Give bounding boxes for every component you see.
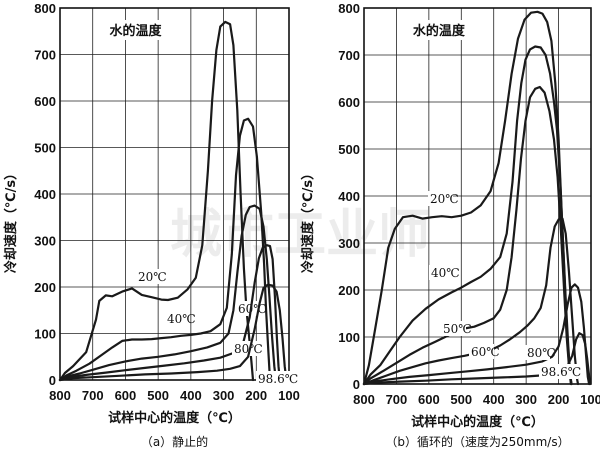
x-tick-label: 200 <box>548 392 570 407</box>
y-tick-label: 300 <box>338 236 360 251</box>
series-line <box>58 20 255 382</box>
x-tick-label: 300 <box>213 388 235 403</box>
watermark: 城市工业师 <box>170 205 430 265</box>
y-tick-label: 500 <box>338 142 360 157</box>
plot-frame <box>59 7 290 381</box>
series-label: 80℃ <box>234 342 263 356</box>
series-label: 50℃ <box>443 322 472 336</box>
y-axis-label: 冷却速度（℃/s） <box>300 167 316 273</box>
title-bg <box>103 20 168 40</box>
x-tick-label: 300 <box>515 392 537 407</box>
series-label: 98.6℃ <box>258 372 298 386</box>
y-tick-label: 600 <box>338 95 360 110</box>
series-line <box>362 217 580 386</box>
series-label-bg <box>136 269 161 284</box>
x-tick-label: 100 <box>278 388 300 403</box>
series-line <box>362 10 573 386</box>
x-tick-label: 600 <box>115 388 137 403</box>
series-label-bg <box>429 265 454 280</box>
x-tick-label: 800 <box>353 392 375 407</box>
chart-title: 水的温度 <box>413 23 466 39</box>
panel-caption: （b）循环的（速度为250mm/s） <box>385 434 569 449</box>
y-tick-label: 500 <box>34 141 56 156</box>
x-axis-label: 试样中心的温度（℃） <box>411 414 544 430</box>
series-label: 20℃ <box>138 270 167 284</box>
series-label-bg <box>539 364 578 379</box>
y-tick-label: 800 <box>338 1 360 16</box>
x-tick-label: 100 <box>580 392 600 407</box>
y-tick-label: 0 <box>353 377 360 392</box>
series-line <box>362 85 572 386</box>
series-label: 40℃ <box>431 266 460 280</box>
series-line <box>58 204 277 382</box>
series-label: 20℃ <box>430 192 459 206</box>
x-tick-label: 600 <box>418 392 440 407</box>
y-tick-label: 700 <box>338 48 360 63</box>
series-label: 40℃ <box>167 312 196 326</box>
y-tick-label: 700 <box>34 48 56 63</box>
x-tick-label: 200 <box>245 388 267 403</box>
series-label: 60℃ <box>471 345 500 359</box>
chart-panel-left: 800 700 600 500 400 300 200 100 0 100 200 300 400 500… <box>3 1 300 449</box>
series-line <box>362 283 591 386</box>
x-axis-label: 试样中心的温度（℃） <box>108 410 241 426</box>
y-tick-label: 600 <box>34 94 56 109</box>
series-label-bg <box>256 371 295 386</box>
series-label-bg <box>236 301 261 316</box>
series-line <box>362 45 573 386</box>
y-tick-label: 800 <box>34 1 56 16</box>
series-line <box>58 283 288 382</box>
series-label: 98.6℃ <box>541 365 581 379</box>
x-tick-label: 500 <box>147 388 169 403</box>
x-tick-label: 700 <box>82 388 104 403</box>
series-line <box>58 117 272 382</box>
chart-title: 水的温度 <box>110 23 163 39</box>
chart-panel-right: 800 700 600 500 400 300 200 100 0 100 200 300 400 500… <box>300 1 600 449</box>
series-label-bg <box>441 321 466 336</box>
y-tick-label: 400 <box>34 187 56 202</box>
y-tick-label: 100 <box>34 327 56 342</box>
y-tick-label: 200 <box>338 283 360 298</box>
y-axis-label: 冷却速度（℃/s） <box>3 167 19 273</box>
series-label-bg <box>469 344 494 359</box>
y-tick-label: 0 <box>49 373 56 388</box>
title-bg <box>406 20 471 40</box>
x-tick-label: 700 <box>386 392 408 407</box>
x-tick-label: 400 <box>483 392 505 407</box>
series-label-bg <box>525 345 550 360</box>
x-tick-label: 400 <box>180 388 202 403</box>
x-tick-label: 500 <box>450 392 472 407</box>
series-label-bg <box>165 311 190 326</box>
panel-caption: （a）静止的 <box>141 434 208 449</box>
x-tick-label: 800 <box>49 388 71 403</box>
series-label-bg <box>428 191 453 206</box>
y-tick-label: 300 <box>34 234 56 249</box>
plot-frame <box>363 7 592 385</box>
y-tick-label: 100 <box>338 330 360 345</box>
y-tick-label: 400 <box>338 189 360 204</box>
y-tick-label: 200 <box>34 280 56 295</box>
series-label: 80℃ <box>527 346 556 360</box>
